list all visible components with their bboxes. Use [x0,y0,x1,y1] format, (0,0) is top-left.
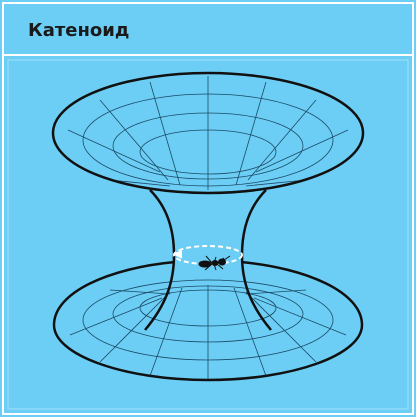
catenoid-diagram [0,0,416,417]
panel: Катеноид [0,0,416,417]
ant [199,256,230,270]
page: Катеноид (() => { const d [0,0,416,417]
grid-lines [68,76,348,380]
